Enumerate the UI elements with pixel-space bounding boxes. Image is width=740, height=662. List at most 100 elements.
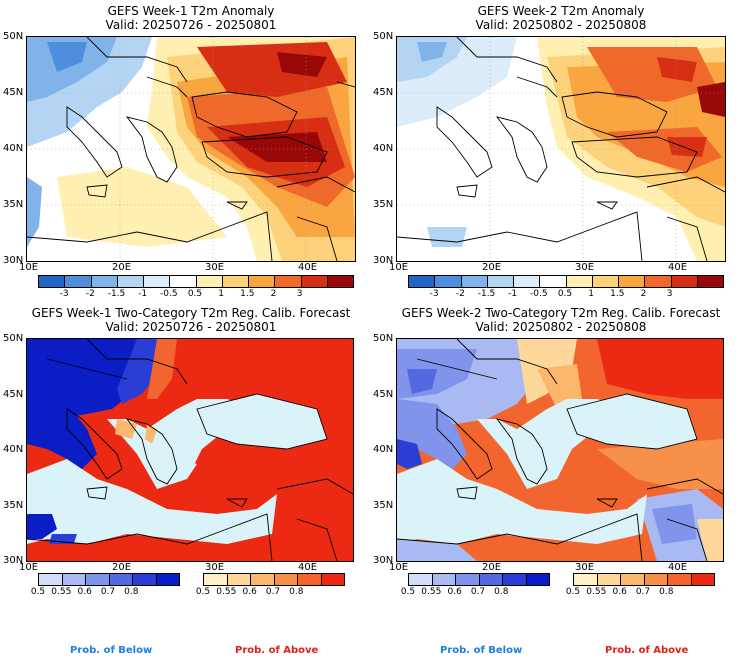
colorbar-swatch: [621, 574, 645, 585]
colorbar-swatch: [91, 276, 118, 287]
colorbar-swatch: [301, 276, 328, 287]
panel1-lat-label: 45N: [3, 87, 24, 98]
colorbar-tick-label: 0.8: [124, 587, 139, 597]
panel4-lat-label: 35N: [373, 500, 394, 511]
colorbar-swatch: [144, 276, 171, 287]
colorbar-swatch: [275, 276, 302, 287]
colorbar-tick-label: 2: [640, 289, 647, 299]
colorbar-swatch: [671, 276, 698, 287]
colorbar-swatch: [691, 574, 714, 585]
colorbar-swatch: [65, 276, 92, 287]
colorbar-tick-label: 1.5: [610, 289, 625, 299]
panel1-lat-label: 35N: [3, 199, 24, 210]
colorbar-tick-label: 0.5: [400, 587, 416, 597]
colorbar-swatch: [526, 574, 549, 585]
colorbar-swatch: [298, 574, 322, 585]
panel3-lon-label: 40E: [298, 562, 318, 573]
colorbar-tick-label: 0.55: [421, 587, 442, 597]
colorbar-tick-label: -2: [85, 289, 95, 299]
prob-above-label: Prob. of Above: [235, 645, 319, 656]
panel4-lon-label: 20E: [482, 562, 502, 573]
panel1-map: [26, 36, 356, 262]
panel2-lon-label: 40E: [668, 262, 688, 273]
colorbar-tick-label: 0.6: [612, 587, 627, 597]
colorbar-swatch: [133, 574, 157, 585]
colorbar-swatch: [566, 276, 593, 287]
colorbar-swatch: [645, 276, 672, 287]
colorbar-tick-label: 0.6: [447, 587, 462, 597]
panel2-valid-range: Valid: 20250802 - 20250808: [475, 18, 647, 32]
panel1-lat-label: 30N: [3, 255, 24, 266]
colorbar-swatch: [39, 574, 63, 585]
colorbar-tick-label: 0.55: [216, 587, 237, 597]
panel4-above-colorbar: [573, 573, 715, 586]
colorbar-swatch: [668, 574, 692, 585]
panel2-lat-label: 30N: [373, 255, 394, 266]
colorbar-tick-label: 0.7: [100, 587, 116, 597]
colorbar-tick-label: -0.5: [160, 289, 178, 299]
colorbar-swatch: [540, 276, 567, 287]
colorbar-tick-label: -1.5: [477, 289, 496, 299]
colorbar-swatch: [503, 574, 527, 585]
panel1-lat-label: 50N: [3, 31, 24, 42]
colorbar-swatch: [204, 574, 228, 585]
colorbar-swatch: [461, 276, 488, 287]
colorbar-swatch: [117, 276, 144, 287]
panel4-below-colorbar: [408, 573, 550, 586]
panel3-lat-label: 45N: [3, 389, 24, 400]
panel2-title: GEFS Week-2 T2m Anomaly: [477, 4, 645, 18]
panel1-lon-label: 20E: [112, 262, 132, 273]
panel2-anomaly-colorbar: [408, 275, 724, 288]
colorbar-swatch: [697, 276, 723, 287]
colorbar-swatch: [456, 574, 480, 585]
colorbar-tick-label: 1.5: [240, 289, 255, 299]
panel3-title: GEFS Week-1 Two-Category T2m Reg. Calib.…: [31, 306, 351, 320]
colorbar-tick-label: 0.6: [242, 587, 257, 597]
colorbar-tick-label: -2: [455, 289, 465, 299]
panel3-lon-label: 30E: [205, 562, 225, 573]
colorbar-swatch: [249, 276, 276, 287]
panel3-lat-label: 30N: [3, 555, 24, 566]
panel4-lon-label: 10E: [389, 562, 409, 573]
colorbar-tick-label: 0.7: [265, 587, 281, 597]
colorbar-swatch: [39, 276, 66, 287]
panel1-lon-label: 30E: [205, 262, 225, 273]
colorbar-tick-label: -1: [508, 289, 518, 299]
colorbar-swatch: [62, 574, 86, 585]
colorbar-tick-label: -3: [59, 289, 69, 299]
colorbar-tick-label: 0.7: [635, 587, 651, 597]
panel3-valid-range: Valid: 20250726 - 20250801: [105, 320, 277, 334]
colorbar-tick-label: 0.5: [195, 587, 211, 597]
panel2-lat-label: 45N: [373, 87, 394, 98]
panel3-above-colorbar: [203, 573, 345, 586]
panel1-lat-label: 40N: [3, 143, 24, 154]
colorbar-swatch: [487, 276, 514, 287]
panel3-lat-label: 40N: [3, 444, 24, 455]
colorbar-tick-label: 0.5: [557, 289, 573, 299]
colorbar-swatch: [592, 276, 619, 287]
colorbar-swatch: [251, 574, 275, 585]
colorbar-tick-label: 0.5: [30, 587, 46, 597]
colorbar-swatch: [514, 276, 541, 287]
colorbar-tick-label: -1: [138, 289, 148, 299]
colorbar-swatch: [321, 574, 344, 585]
panel3-map: [26, 338, 354, 562]
colorbar-tick-label: 3: [666, 289, 673, 299]
panel3-lon-label: 10E: [19, 562, 39, 573]
colorbar-tick-label: -3: [429, 289, 439, 299]
colorbar-swatch: [479, 574, 503, 585]
prob-above-label: Prob. of Above: [605, 645, 689, 656]
panel4-valid-range: Valid: 20250802 - 20250808: [475, 320, 647, 334]
colorbar-swatch: [644, 574, 668, 585]
colorbar-swatch: [432, 574, 456, 585]
panel1-title: GEFS Week-1 T2m Anomaly: [107, 4, 275, 18]
panel4-lat-label: 40N: [373, 444, 394, 455]
panel1-lon-label: 10E: [19, 262, 39, 273]
panel4-lon-label: 30E: [575, 562, 595, 573]
colorbar-tick-label: 0.8: [289, 587, 304, 597]
colorbar-swatch: [274, 574, 298, 585]
prob-below-label: Prob. of Below: [70, 645, 153, 656]
panel3-lat-label: 35N: [3, 500, 24, 511]
panel3-lon-label: 20E: [112, 562, 132, 573]
panel4-lat-label: 50N: [373, 333, 394, 344]
